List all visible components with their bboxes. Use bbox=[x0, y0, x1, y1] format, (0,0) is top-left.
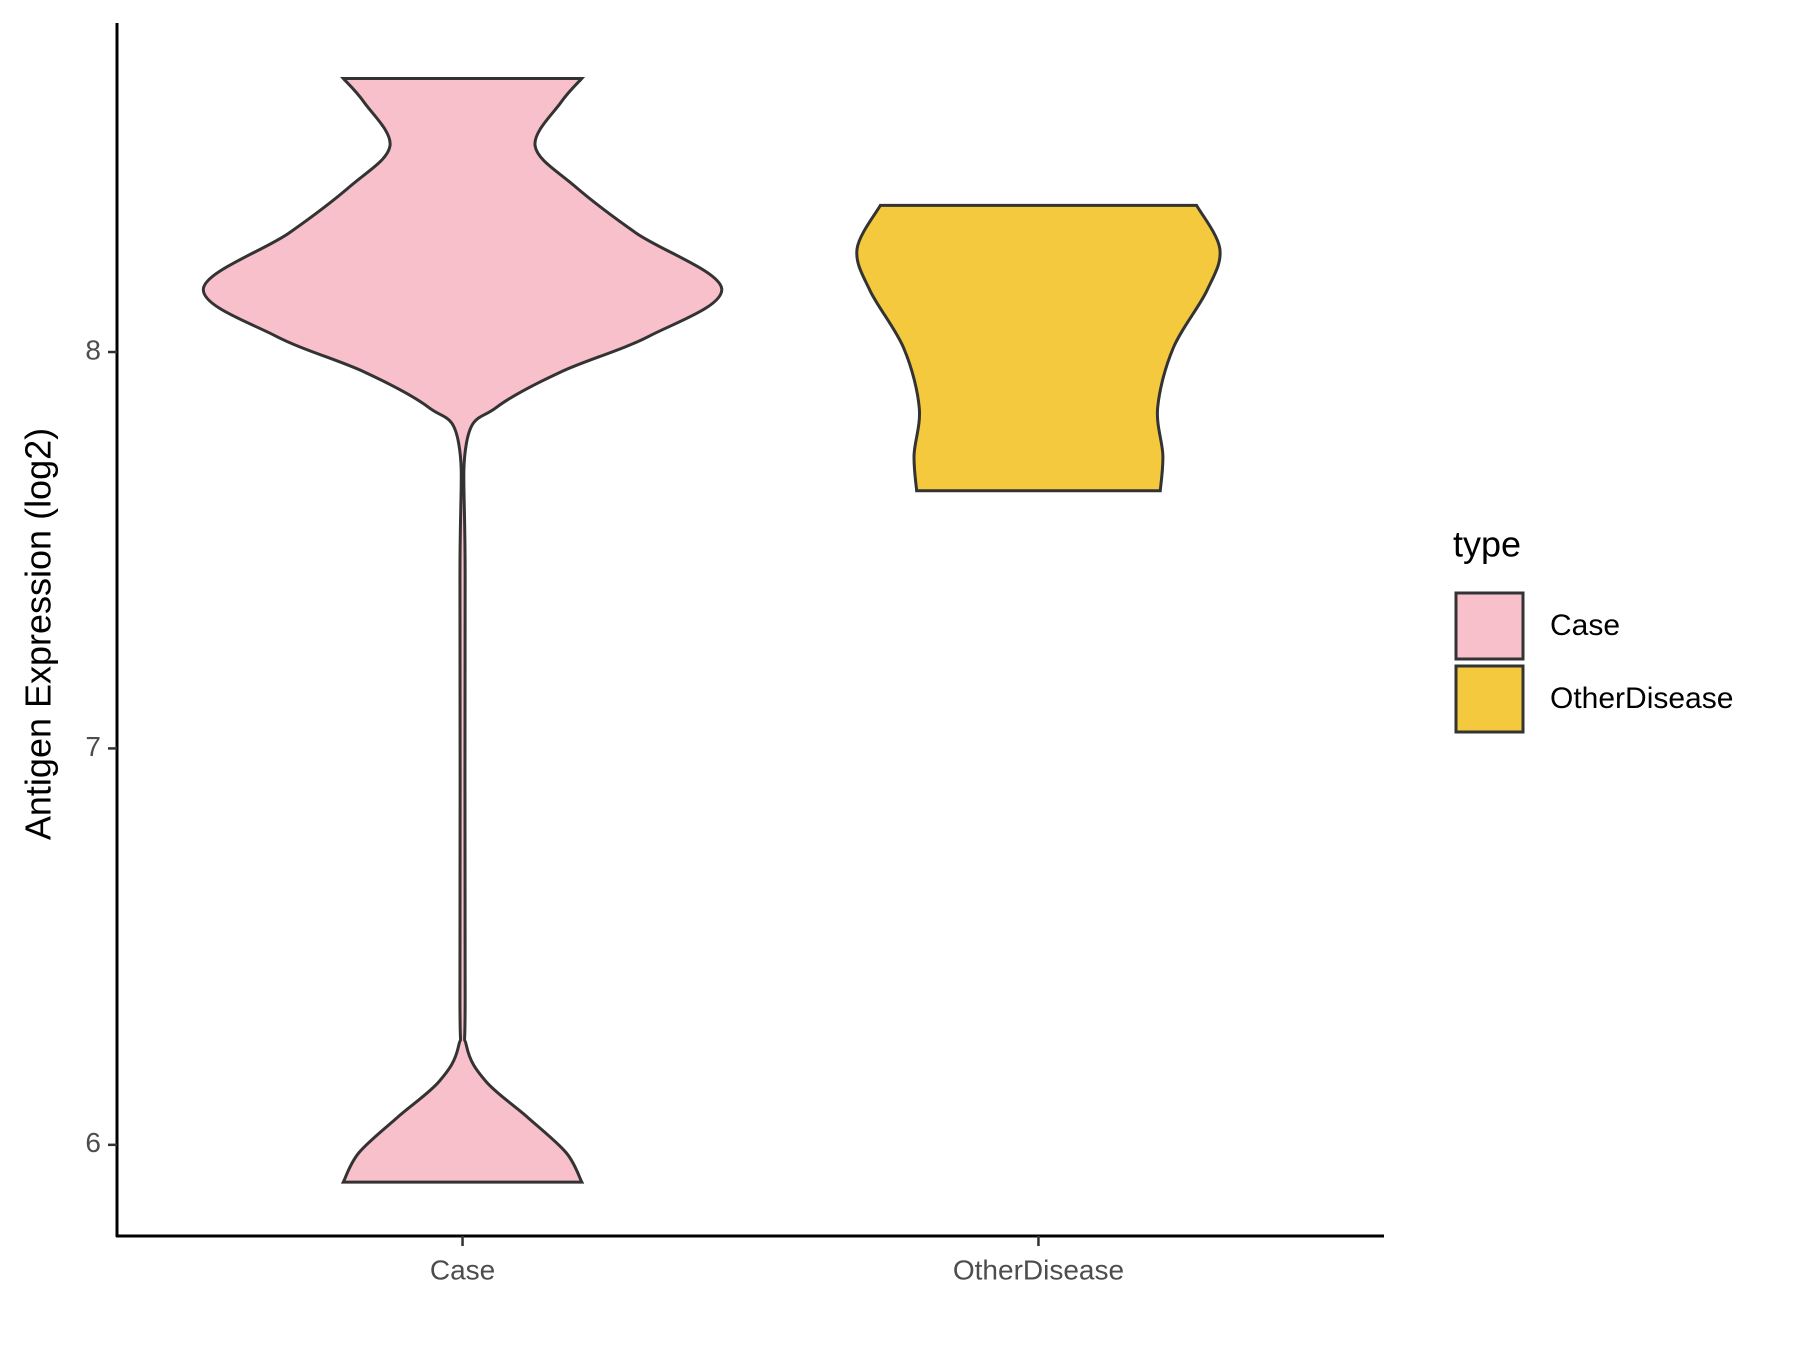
x-tick-label: OtherDisease bbox=[953, 1254, 1124, 1285]
y-tick-label: 8 bbox=[85, 334, 101, 365]
y-tick-label: 6 bbox=[85, 1127, 101, 1158]
y-axis-label: Antigen Expression (log2) bbox=[18, 428, 59, 840]
y-tick-label: 7 bbox=[85, 731, 101, 762]
violin bbox=[855, 203, 1222, 493]
legend-key bbox=[1454, 591, 1525, 661]
x-tick-label: Case bbox=[430, 1254, 495, 1285]
violin bbox=[201, 76, 724, 1184]
legend-key bbox=[1454, 664, 1525, 734]
legend-label: OtherDisease bbox=[1550, 682, 1733, 715]
legend-title: type bbox=[1453, 524, 1521, 565]
legend-label: Case bbox=[1550, 609, 1620, 642]
